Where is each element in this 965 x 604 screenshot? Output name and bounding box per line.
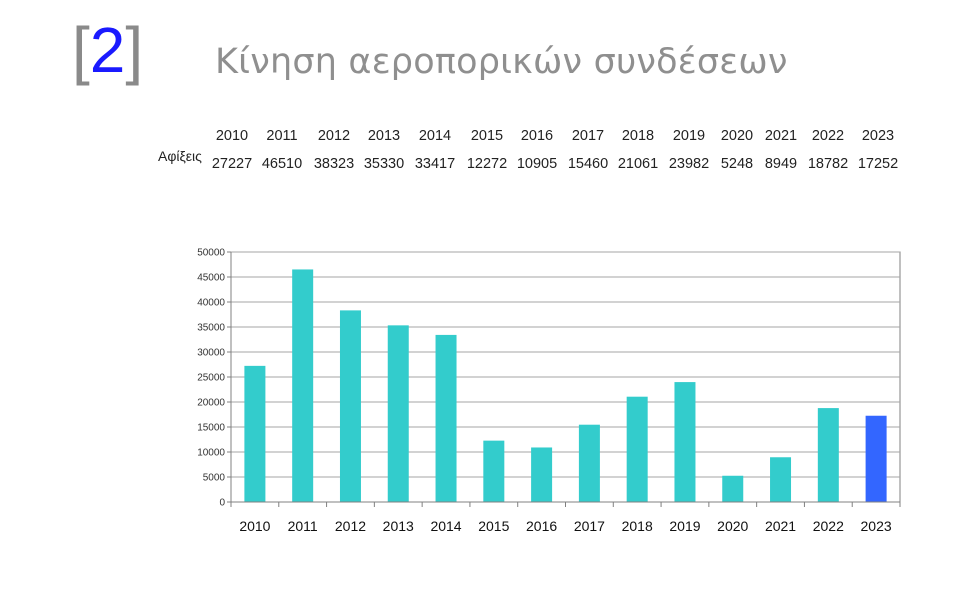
xtick-label-2022: 2022 (813, 518, 844, 534)
ytick-label-15000: 15000 (197, 423, 225, 434)
ytick-label-50000: 50000 (197, 248, 225, 259)
summary-value-2016: 10905 (516, 156, 558, 172)
bar-2018 (626, 396, 648, 502)
bar-2013 (387, 325, 409, 502)
summary-value-2012: 38323 (313, 156, 355, 172)
xtick-label-2023: 2023 (861, 518, 892, 534)
ytick-label-0: 0 (219, 498, 225, 509)
summary-value-2013: 35330 (363, 156, 405, 172)
bar-2019 (674, 382, 696, 502)
ytick-label-40000: 40000 (197, 298, 225, 309)
bar-2014 (435, 334, 457, 502)
summary-value-2021: 8949 (764, 156, 798, 172)
bar-2015 (483, 440, 505, 502)
summary-year-2021: 2021 (764, 128, 798, 144)
summary-year-2018: 2018 (621, 128, 655, 144)
ytick-label-35000: 35000 (197, 323, 225, 334)
xtick-label-2012: 2012 (335, 518, 366, 534)
summary-year-2016: 2016 (520, 128, 554, 144)
bar-2010 (244, 365, 266, 502)
summary-year-2010: 2010 (215, 128, 249, 144)
summary-value-2020: 5248 (720, 156, 754, 172)
summary-year-2022: 2022 (811, 128, 845, 144)
ytick-label-30000: 30000 (197, 348, 225, 359)
summary-value-2023: 17252 (857, 156, 899, 172)
summary-value-2017: 15460 (567, 156, 609, 172)
summary-year-2020: 2020 (720, 128, 754, 144)
bracket-close: ] (125, 14, 144, 86)
xtick-label-2014: 2014 (430, 518, 461, 534)
bracket-open: [ (72, 14, 90, 86)
xtick-label-2021: 2021 (765, 518, 796, 534)
summary-year-2013: 2013 (367, 128, 401, 144)
summary-value-2018: 21061 (617, 156, 659, 172)
bar-2022 (817, 408, 839, 502)
xtick-label-2017: 2017 (574, 518, 605, 534)
bar-2023 (865, 415, 887, 502)
ytick-label-45000: 45000 (197, 273, 225, 284)
bar-2012 (339, 310, 361, 502)
summary-year-2017: 2017 (571, 128, 605, 144)
bar-2016 (531, 447, 553, 502)
xtick-label-2019: 2019 (669, 518, 700, 534)
summary-year-2023: 2023 (861, 128, 895, 144)
xtick-label-2013: 2013 (383, 518, 414, 534)
slide-number-value: 2 (89, 14, 126, 86)
summary-value-2019: 23982 (668, 156, 710, 172)
summary-year-2011: 2011 (266, 128, 298, 144)
summary-year-2014: 2014 (418, 128, 452, 144)
xtick-label-2015: 2015 (478, 518, 509, 534)
xtick-label-2018: 2018 (622, 518, 653, 534)
summary-value-2022: 18782 (807, 156, 849, 172)
bar-2021 (770, 457, 792, 502)
ytick-label-5000: 5000 (203, 473, 226, 484)
bar-2020 (722, 475, 744, 502)
summary-table: Αφίξεις 2010 2011 2012 2013 2014 2015 2016 2017… (0, 0, 965, 200)
summary-value-2010: 27227 (211, 156, 253, 172)
summary-year-2015: 2015 (470, 128, 504, 144)
bar-2017 (578, 424, 600, 502)
xtick-label-2011: 2011 (288, 518, 318, 534)
bar-2011 (292, 269, 314, 502)
summary-value-2011: 46510 (261, 156, 303, 172)
summary-year-2019: 2019 (672, 128, 706, 144)
slide-number: [2] (72, 14, 143, 86)
slide-title: Κίνηση αεροπορικών συνδέσεων (215, 42, 788, 82)
ytick-label-20000: 20000 (197, 398, 225, 409)
ytick-label-10000: 10000 (197, 448, 225, 459)
ytick-label-25000: 25000 (197, 373, 225, 384)
summary-value-2015: 12272 (466, 156, 508, 172)
summary-year-2012: 2012 (317, 128, 351, 144)
xtick-label-2020: 2020 (717, 518, 748, 534)
summary-value-2014: 33417 (414, 156, 456, 172)
summary-row-label: Αφίξεις (158, 148, 202, 164)
xtick-label-2016: 2016 (526, 518, 557, 534)
xtick-label-2010: 2010 (239, 518, 270, 534)
